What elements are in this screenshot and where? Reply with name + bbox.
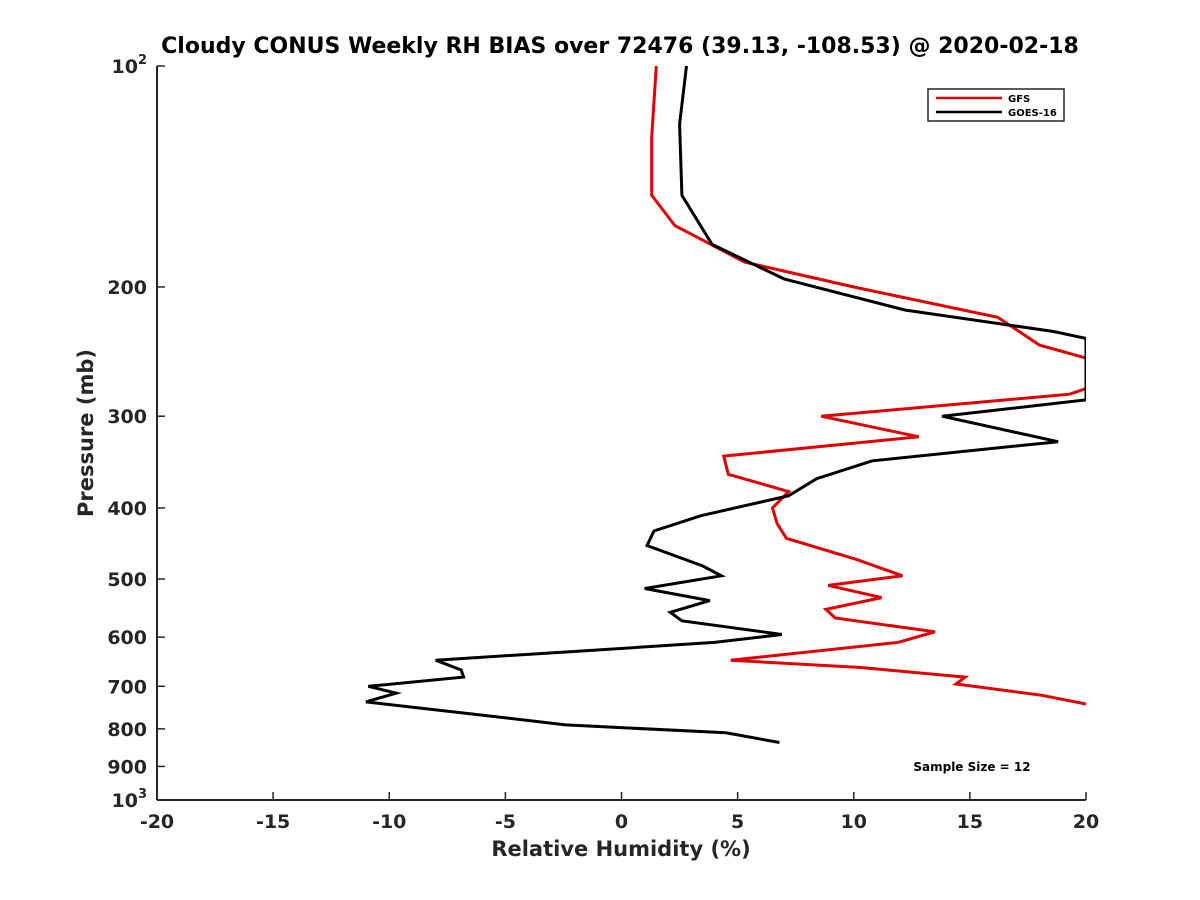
y-tick-label: 200 <box>107 277 147 299</box>
y-tick-label: 800 <box>107 719 147 741</box>
x-tick-label: -15 <box>256 811 290 833</box>
x-tick-label: 15 <box>957 811 983 833</box>
x-tick-label: 5 <box>731 811 744 833</box>
x-tick-label: -20 <box>140 811 174 833</box>
y-tick-label: 500 <box>107 569 147 591</box>
y-tick-label: 600 <box>107 627 147 649</box>
x-tick-label: 10 <box>841 811 867 833</box>
y-axis-label: Pressure (mb) <box>74 349 98 517</box>
y-tick-label: 900 <box>107 756 147 778</box>
y-tick-label: 700 <box>107 676 147 698</box>
y-tick-label: 400 <box>107 498 147 520</box>
series-line-gfs <box>650 66 1086 706</box>
legend-box <box>927 88 1065 122</box>
y-tick-label: 300 <box>107 406 147 428</box>
sample-size-annotation: Sample Size = 12 <box>913 760 1030 774</box>
x-tick-label: 0 <box>615 811 628 833</box>
x-axis-label: Relative Humidity (%) <box>491 837 750 861</box>
x-tick-label: -5 <box>495 811 516 833</box>
plot-area <box>157 66 1086 800</box>
legend-label: GFS <box>1008 94 1030 105</box>
chart-title: Cloudy CONUS Weekly RH BIAS over 72476 (… <box>161 34 1079 59</box>
x-axis-ticks: -20 -15 -10 -5 0 5 10 15 20 <box>140 792 1099 833</box>
series-layer <box>365 66 1086 744</box>
series-line-goes-16 <box>365 66 1086 744</box>
y-axis-ticks: 102 200 300 400 500 600 700 800 900 103 <box>107 53 165 812</box>
y-tick-label: 102 <box>112 53 148 78</box>
legend: GFS GOES-16 <box>927 88 1065 122</box>
legend-label: GOES-16 <box>1008 108 1057 119</box>
x-tick-label: 20 <box>1073 811 1099 833</box>
x-tick-label: -10 <box>372 811 406 833</box>
y-tick-label: 103 <box>112 787 148 812</box>
